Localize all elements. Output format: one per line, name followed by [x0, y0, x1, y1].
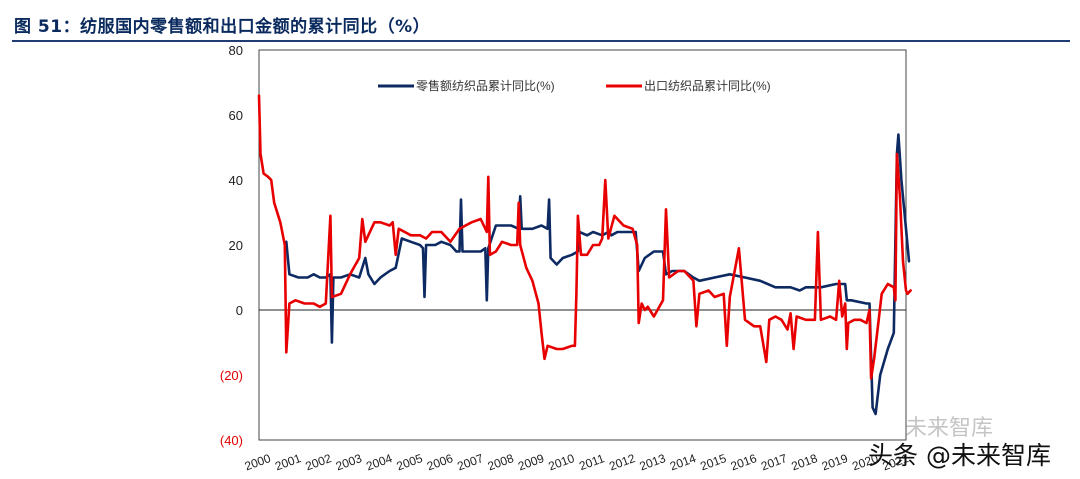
- x-tick-label: 2007: [455, 451, 485, 473]
- y-tick-label: 20: [229, 238, 243, 253]
- y-tick-label: 40: [229, 173, 243, 188]
- x-tick-label: 2002: [303, 451, 333, 473]
- x-tick-label: 2018: [789, 451, 819, 473]
- legend-label: 零售额纺织品累计同比(%): [416, 78, 555, 93]
- y-tick-label: (40): [220, 433, 243, 448]
- x-tick-label: 2015: [698, 451, 728, 473]
- x-tick-label: 2005: [395, 451, 425, 473]
- x-tick-label: 2004: [364, 451, 394, 473]
- watermark-top: 未来智库: [905, 416, 994, 441]
- page-title: 图 51：纺服国内零售额和出口金额的累计同比（%）: [14, 17, 431, 37]
- x-tick-label: 2013: [638, 451, 668, 473]
- x-tick-label: 2006: [425, 451, 455, 473]
- x-tick-label: 2019: [820, 451, 850, 473]
- y-tick-label: (20): [220, 368, 243, 383]
- x-tick-label: 2000: [243, 451, 273, 473]
- x-tick-label: 2011: [577, 451, 606, 473]
- series-line-retail: [284, 133, 911, 416]
- x-tick-label: 2014: [668, 451, 698, 473]
- x-tick-label: 2009: [516, 451, 546, 473]
- x-tick-label: 2001: [273, 451, 303, 473]
- x-tick-label: 2010: [546, 451, 576, 473]
- title-divider: [12, 40, 1070, 42]
- x-tick-label: 2017: [759, 451, 789, 473]
- y-tick-label: 80: [229, 43, 243, 58]
- y-tick-label: 60: [229, 108, 243, 123]
- y-tick-label: 0: [236, 303, 243, 318]
- x-tick-label: 2012: [607, 451, 637, 473]
- legend-label: 出口纺织品累计同比(%): [644, 79, 771, 93]
- plot-frame: [258, 49, 907, 441]
- x-tick-label: 2016: [729, 451, 759, 473]
- watermark-bottom: 头条 @未来智库: [868, 441, 1051, 470]
- x-tick-label: 2003: [334, 451, 364, 473]
- series-line-export: [257, 94, 912, 380]
- x-tick-label: 2008: [486, 451, 516, 473]
